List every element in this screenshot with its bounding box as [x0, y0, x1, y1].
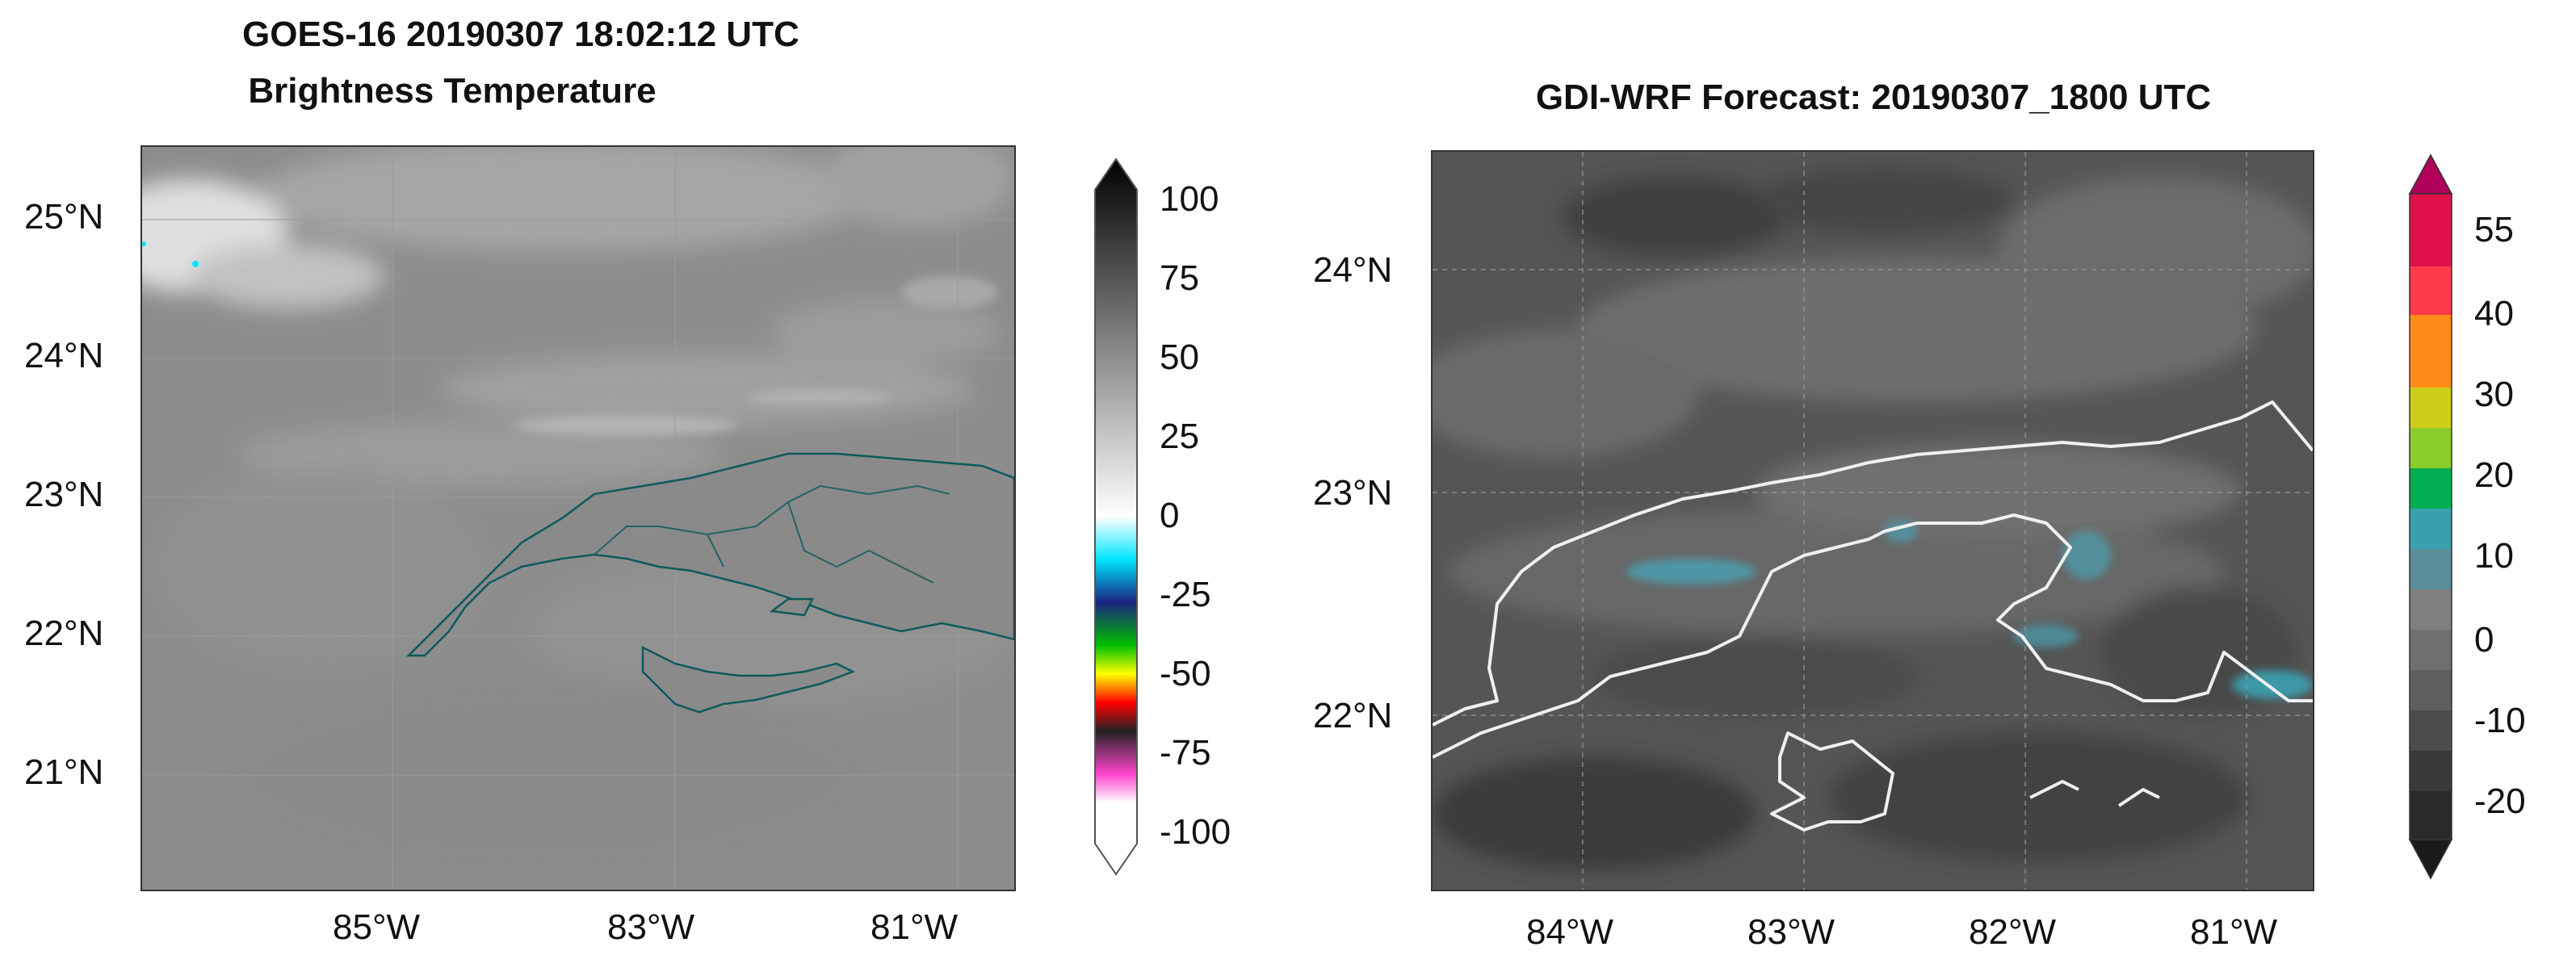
right-colorbar-tick-40: 40: [2474, 294, 2514, 333]
right-lon-label-82w: 82°W: [1969, 912, 2057, 952]
left-colorbar-tick-100: 100: [1160, 179, 1219, 219]
gdi-forecast-image: [1433, 152, 2313, 890]
brightness-temperature-colorbar: [1093, 157, 1139, 876]
right-lon-label-81w: 81°W: [2190, 912, 2278, 952]
left-colorbar-tick-0: 0: [1160, 496, 1180, 535]
right-colorbar-tick-neg20: -20: [2474, 781, 2526, 821]
right-colorbar-tick-30: 30: [2474, 375, 2514, 414]
left-title-line1: GOES-16 20190307 18:02:12 UTC: [242, 15, 799, 54]
left-colorbar-tick-neg75: -75: [1160, 733, 1211, 773]
left-lat-label-21n: 21°N: [24, 752, 104, 792]
cuba-coastline: [1433, 400, 2313, 832]
left-lat-label-23n: 23°N: [24, 475, 104, 514]
right-colorbar-tick-0: 0: [2474, 620, 2494, 660]
right-colorbar-tick-neg10: -10: [2474, 701, 2526, 740]
gdi-wrf-forecast-map: [1431, 150, 2314, 891]
brightness-temperature-image: [142, 147, 1014, 890]
right-colorbar-tick-55: 55: [2474, 210, 2514, 249]
left-colorbar-tick-25: 25: [1160, 417, 1199, 456]
right-lon-label-84w: 84°W: [1526, 912, 1614, 952]
right-lon-label-83w: 83°W: [1747, 912, 1836, 952]
gdi-colorbar: [2408, 153, 2453, 880]
left-lon-label-83w: 83°W: [607, 907, 695, 947]
right-lat-label-24n: 24°N: [1313, 250, 1393, 290]
left-colorbar-tick-neg100: -100: [1160, 812, 1231, 852]
left-colorbar-tick-neg50: -50: [1160, 654, 1211, 693]
right-colorbar-tick-20: 20: [2474, 455, 2514, 495]
right-lat-label-23n: 23°N: [1313, 473, 1393, 513]
left-lon-label-85w: 85°W: [333, 907, 421, 947]
right-title: GDI-WRF Forecast: 20190307_1800 UTC: [1535, 78, 2212, 117]
brightness-temperature-map: [141, 145, 1016, 891]
left-lat-label-25n: 25°N: [24, 197, 104, 237]
left-lat-label-22n: 22°N: [24, 614, 104, 653]
left-colorbar-tick-75: 75: [1160, 258, 1199, 298]
left-colorbar-tick-50: 50: [1160, 337, 1199, 377]
right-colorbar-tick-10: 10: [2474, 536, 2514, 576]
left-colorbar-tick-neg25: -25: [1160, 575, 1211, 614]
cuba-coastline: [405, 452, 1014, 714]
left-lat-label-24n: 24°N: [24, 336, 104, 375]
right-lat-label-22n: 22°N: [1313, 696, 1393, 735]
left-title-line2: Brightness Temperature: [248, 71, 657, 111]
left-lon-label-81w: 81°W: [871, 907, 959, 947]
